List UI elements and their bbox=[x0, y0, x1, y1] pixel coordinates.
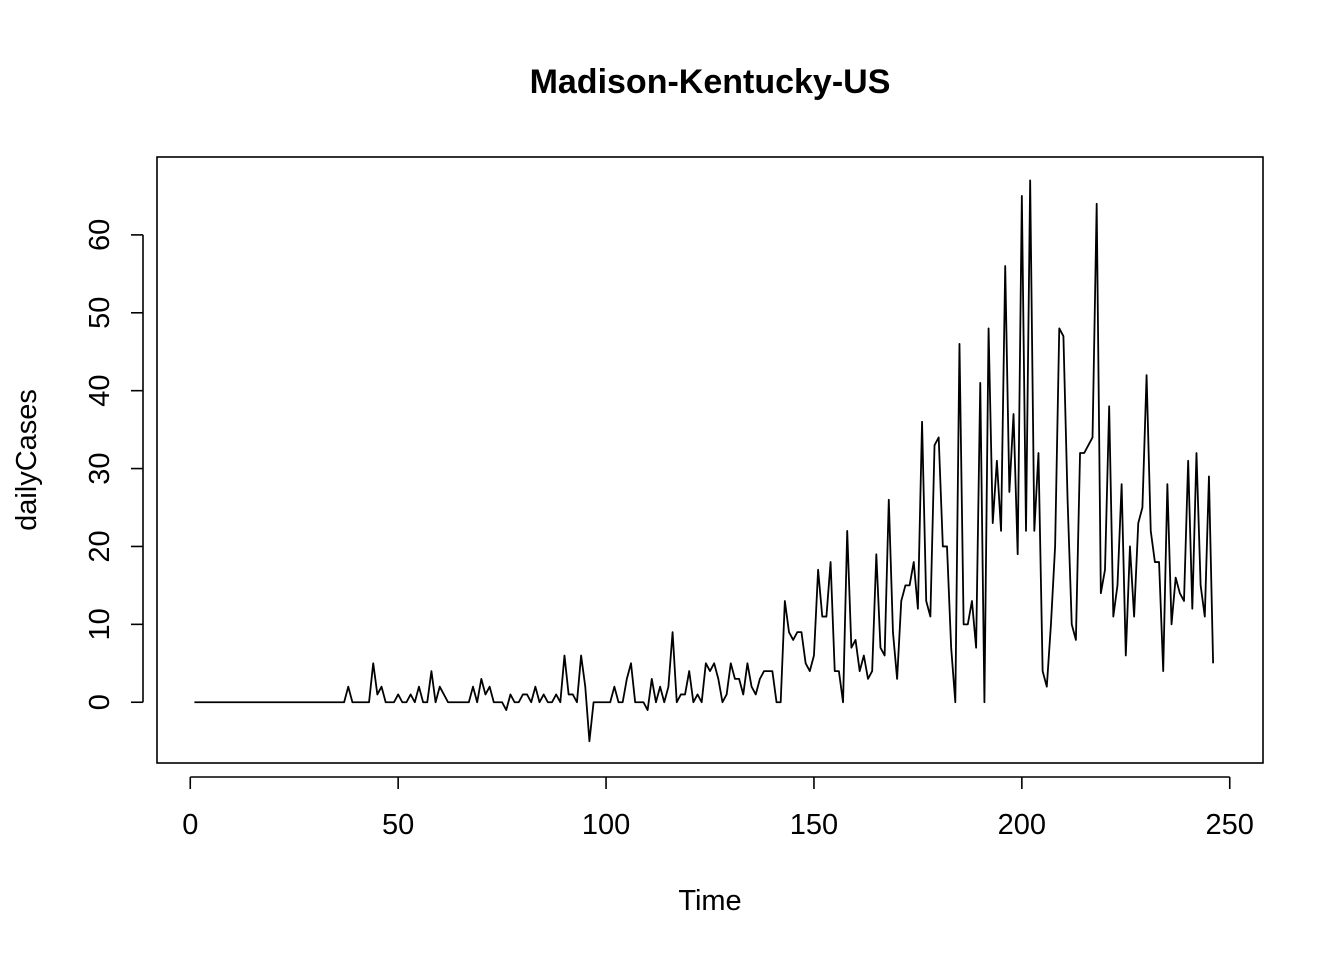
y-axis: 0 10 20 30 40 50 60 bbox=[84, 219, 144, 710]
plot-box bbox=[156, 156, 1264, 764]
y-tick-label: 40 bbox=[84, 375, 116, 407]
y-tick-label: 10 bbox=[84, 608, 116, 640]
x-tick-label: 100 bbox=[582, 809, 630, 841]
y-tick-label: 20 bbox=[84, 530, 116, 562]
x-tick-label: 150 bbox=[790, 809, 838, 841]
x-tick-label: 0 bbox=[182, 809, 198, 841]
chart-title: Madison-Kentucky-US bbox=[530, 63, 891, 101]
y-tick-label: 60 bbox=[84, 219, 116, 251]
y-axis-label: dailyCases bbox=[11, 389, 43, 531]
x-tick-label: 200 bbox=[998, 809, 1046, 841]
y-tick-label: 30 bbox=[84, 452, 116, 484]
x-tick-label: 250 bbox=[1206, 809, 1254, 841]
y-tick-label: 50 bbox=[84, 297, 116, 329]
daily-cases-line bbox=[194, 179, 1215, 743]
y-tick-label: 0 bbox=[84, 694, 116, 710]
x-axis-label: Time bbox=[678, 885, 741, 917]
x-axis: 0 50 100 150 200 250 bbox=[182, 776, 1254, 841]
x-tick-label: 50 bbox=[382, 809, 414, 841]
